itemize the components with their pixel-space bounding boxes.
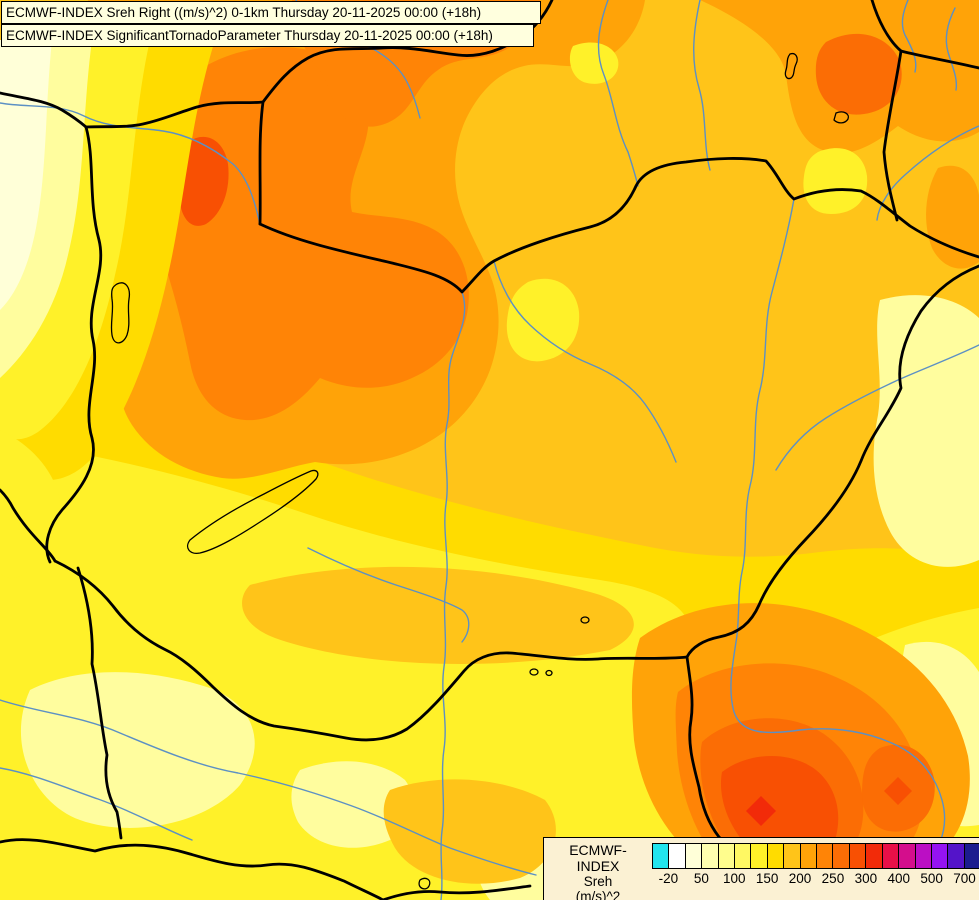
legend-swatch: [653, 844, 670, 868]
legend-colorbar: [652, 843, 979, 869]
contour-region-max: [884, 777, 912, 805]
legend-tick-label: 500: [920, 871, 943, 886]
lake-small: [545, 669, 553, 677]
river: [440, 291, 466, 900]
legend-tick-labels: -20 50 100 150 200 250 300 400 500 700: [652, 871, 979, 889]
border: [53, 559, 689, 742]
legend-colorbar-wrap: -20 50 100 150 200 250 300 400 500 700: [652, 843, 979, 889]
contour-region: [803, 148, 868, 214]
legend-swatch: [718, 844, 736, 868]
legend-tick-label: 700: [953, 871, 976, 886]
legend-label-block: ECMWF-INDEX Sreh (m/s)^2: [548, 842, 648, 900]
contour-region: [291, 761, 414, 848]
border: [0, 91, 88, 129]
river: [307, 547, 470, 643]
river: [493, 260, 677, 463]
legend-tick-label: 150: [755, 871, 779, 886]
legend-swatch: [685, 844, 703, 868]
legend-tick-label: 200: [788, 871, 812, 886]
legend-box: ECMWF-INDEX Sreh (m/s)^2 -20 50 100 150 200 2…: [543, 837, 979, 900]
contour-region: [242, 566, 634, 664]
legend-swatch: [899, 844, 916, 868]
border: [882, 49, 903, 222]
legend-swatch: [784, 844, 801, 868]
legend-parameter: Sreh: [583, 874, 613, 889]
lakes: [110, 52, 850, 890]
contour-region: [815, 33, 902, 115]
legend-units: (m/s)^2: [575, 889, 621, 900]
legend-tick-label: 250: [821, 871, 845, 886]
lake-balaton: [186, 469, 319, 554]
legend-swatch: [702, 844, 719, 868]
river: [693, 0, 711, 171]
legend-swatch: [817, 844, 834, 868]
contour-region: [20, 672, 255, 828]
lake-small: [418, 877, 431, 890]
legend-swatch: [800, 844, 818, 868]
contour-region: [720, 755, 839, 840]
river: [730, 198, 946, 843]
legend-swatch: [931, 844, 949, 868]
legend-swatch: [735, 844, 752, 868]
contour-region: [153, 47, 469, 421]
legend-swatch: [948, 844, 965, 868]
legend-tick-label: -20: [658, 871, 679, 886]
legend-tick-label: 100: [722, 871, 746, 886]
lake-small: [784, 52, 798, 80]
border: [0, 488, 57, 563]
legend-tick-label: 400: [887, 871, 911, 886]
border: [258, 100, 265, 226]
contour-region: [569, 42, 619, 84]
legend-swatch: [882, 844, 900, 868]
border: [84, 0, 554, 129]
legend-swatch: [767, 844, 785, 868]
legend-swatch: [964, 844, 979, 868]
contour-region: [506, 278, 580, 362]
river: [775, 344, 979, 471]
map-title-line1: ECMWF-INDEX Sreh Right ((m/s)^2) 0-1km T…: [1, 1, 541, 24]
contour-region: [0, 430, 61, 579]
legend-tick-label: 300: [854, 871, 878, 886]
border: [45, 125, 103, 564]
contour-region: [873, 295, 979, 567]
border: [381, 884, 532, 900]
border: [685, 264, 979, 659]
river: [945, 7, 958, 91]
contour-region: [383, 779, 556, 884]
contour-region-max: [746, 796, 776, 826]
river: [597, 0, 639, 187]
border: [258, 157, 979, 294]
lake-small: [529, 668, 539, 676]
legend-swatch: [866, 844, 883, 868]
river: [901, 0, 917, 73]
legend-swatch: [669, 844, 686, 868]
legend-title: ECMWF-INDEX: [569, 842, 627, 874]
contour-region: [178, 136, 229, 226]
lake-ferto: [110, 282, 131, 344]
legend-swatch: [833, 844, 850, 868]
border: [76, 566, 123, 840]
lake-small: [833, 111, 850, 124]
legend-swatch: [849, 844, 867, 868]
legend-swatch: [915, 844, 932, 868]
legend-tick-label: 50: [693, 871, 709, 886]
contour-region: [0, 40, 52, 310]
river: [0, 767, 193, 841]
lake-small: [580, 616, 590, 624]
map-title-line2: ECMWF-INDEX SignificantTornadoParameter …: [1, 24, 534, 47]
legend-swatch: [751, 844, 768, 868]
border: [0, 838, 385, 900]
